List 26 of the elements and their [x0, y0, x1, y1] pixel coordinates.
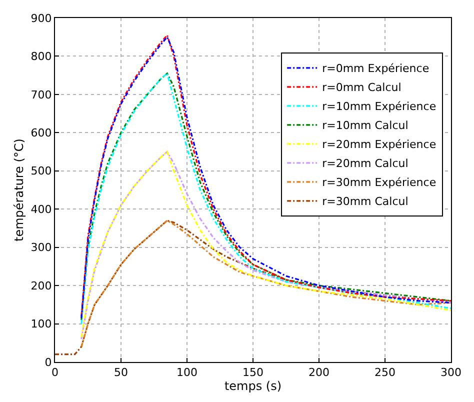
y-tick-label: 700: [30, 88, 52, 102]
legend-label: r=20mm Expérience: [322, 138, 436, 152]
y-tick-label: 100: [30, 318, 52, 331]
x-tick-label: 150: [242, 366, 264, 380]
x-axis-title: temps (s): [224, 379, 282, 394]
legend-label: r=20mm Calcul: [322, 157, 408, 170]
y-axis-title: température (°C): [12, 138, 26, 242]
x-tick-label: 250: [374, 366, 396, 380]
y-tick-label: 900: [30, 12, 52, 25]
legend-label: r=30mm Expérience: [322, 176, 436, 190]
y-tick-label: 500: [30, 164, 52, 178]
legend-label: r=10mm Calcul: [322, 119, 408, 132]
legend-label: r=0mm Calcul: [322, 81, 402, 94]
y-tick-label: 200: [30, 279, 52, 292]
y-tick-label: 600: [30, 126, 52, 140]
x-tick-label: 300: [440, 366, 462, 380]
y-tick-label: 400: [30, 202, 52, 216]
x-tick-label: 50: [114, 366, 128, 380]
x-tick-label: 100: [176, 366, 198, 380]
legend-label: r=10mm Expérience: [322, 100, 436, 114]
y-tick-label: 300: [30, 241, 52, 254]
legend-label: r=30mm Calcul: [322, 195, 408, 208]
x-tick-label: 200: [308, 366, 330, 380]
y-tick-label: 0: [44, 356, 52, 369]
legend-label: r=0mm Expérience: [322, 62, 430, 76]
y-tick-label: 800: [30, 50, 52, 64]
